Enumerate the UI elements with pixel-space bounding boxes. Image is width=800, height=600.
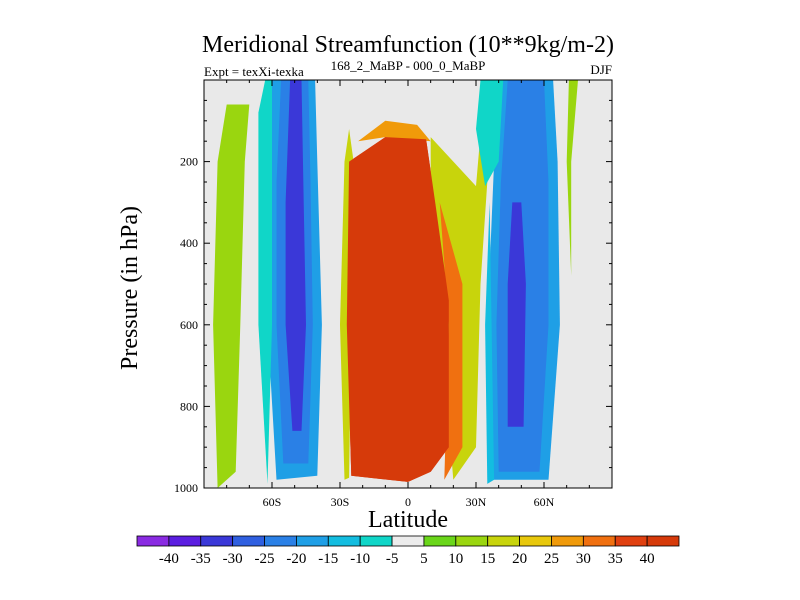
colorbar-swatch bbox=[423, 535, 457, 547]
colorbar-swatch bbox=[551, 535, 584, 547]
experiment-label: Expt = texXi-texka bbox=[204, 64, 304, 79]
y-tick-label: 1000 bbox=[174, 481, 198, 495]
contour-top-hadley-cell bbox=[346, 137, 449, 482]
x-axis: 60S 30S 0 30N 60N bbox=[226, 80, 590, 509]
colorbar-swatch bbox=[200, 535, 234, 547]
colorbar-swatch bbox=[359, 535, 393, 547]
colorbar-label: 15 bbox=[480, 551, 495, 567]
colorbar-label: -10 bbox=[350, 551, 370, 567]
contour-top-north-ferrel-core bbox=[507, 202, 526, 427]
colorbar-label: 30 bbox=[576, 551, 591, 567]
colorbar-swatch bbox=[327, 535, 361, 547]
colorbar-label: 20 bbox=[512, 551, 527, 567]
season-label: DJF bbox=[590, 62, 612, 77]
colorbar-label: 25 bbox=[544, 551, 559, 567]
colorbar-label: -35 bbox=[191, 551, 211, 567]
chart-title: Meridional Streamfunction (10**9kg/m-2) bbox=[202, 32, 614, 58]
x-tick-label: 0 bbox=[405, 495, 411, 509]
x-tick-label: 60N bbox=[534, 495, 555, 509]
colorbar-swatch bbox=[296, 535, 329, 547]
x-axis-label: Latitude bbox=[368, 507, 448, 533]
colorbar-swatch bbox=[646, 535, 680, 547]
colorbar-label: 35 bbox=[608, 551, 623, 567]
y-axis-label: Pressure (in hPa) bbox=[117, 206, 143, 370]
y-tick-label: 400 bbox=[180, 236, 198, 250]
contour-hadley-north-fringe bbox=[439, 202, 463, 480]
colorbar-swatch bbox=[582, 535, 616, 547]
colorbar-swatch bbox=[264, 535, 297, 547]
colorbar-swatch bbox=[391, 535, 425, 547]
contour-north-ferrel-edge bbox=[485, 202, 495, 484]
period-label: 168_2_MaBP - 000_0_MaBP bbox=[331, 58, 486, 73]
colorbar-label: 10 bbox=[448, 551, 463, 567]
colorbar-label: -15 bbox=[318, 551, 338, 567]
x-tick-label: 30N bbox=[466, 495, 487, 509]
colorbar-swatch bbox=[519, 535, 552, 547]
colorbar-swatch bbox=[487, 535, 520, 547]
colorbar-swatch bbox=[614, 535, 648, 547]
contour-north-upper-cyan bbox=[476, 80, 504, 187]
y-tick-label: 800 bbox=[180, 399, 198, 413]
colorbar-label: 40 bbox=[640, 551, 655, 567]
colorbar-label: -40 bbox=[159, 551, 179, 567]
colorbar-swatch bbox=[455, 535, 489, 547]
plot-area bbox=[204, 80, 612, 488]
y-tick-label: 600 bbox=[180, 318, 198, 332]
colorbar-label: -30 bbox=[223, 551, 243, 567]
colorbar-label: -5 bbox=[386, 551, 399, 567]
colorbar-label: -25 bbox=[255, 551, 275, 567]
contour-hadley-top-fringe bbox=[358, 120, 431, 142]
contour-north-polar-positive-cell bbox=[566, 80, 578, 276]
colorbar-swatch bbox=[232, 535, 265, 547]
y-tick-label: 200 bbox=[180, 155, 198, 169]
colorbar-swatch bbox=[136, 535, 170, 547]
colorbar-label: 5 bbox=[420, 551, 428, 567]
colorbar-swatch bbox=[168, 535, 202, 547]
y-axis: 200 400 600 800 1000 bbox=[174, 99, 612, 495]
contour-south-polar-positive-cell bbox=[213, 104, 250, 488]
x-tick-label: 30S bbox=[331, 495, 350, 509]
contour-south-ferrel-edge-light bbox=[258, 80, 272, 484]
colorbar-label: -20 bbox=[286, 551, 306, 567]
x-tick-label: 60S bbox=[263, 495, 282, 509]
colorbar: -40 -35 -30 -25 -20 -15 -10 -5 5 10 15 20 25 30 35 40 bbox=[136, 535, 680, 567]
contour-top-south-ferrel-core bbox=[285, 80, 306, 431]
